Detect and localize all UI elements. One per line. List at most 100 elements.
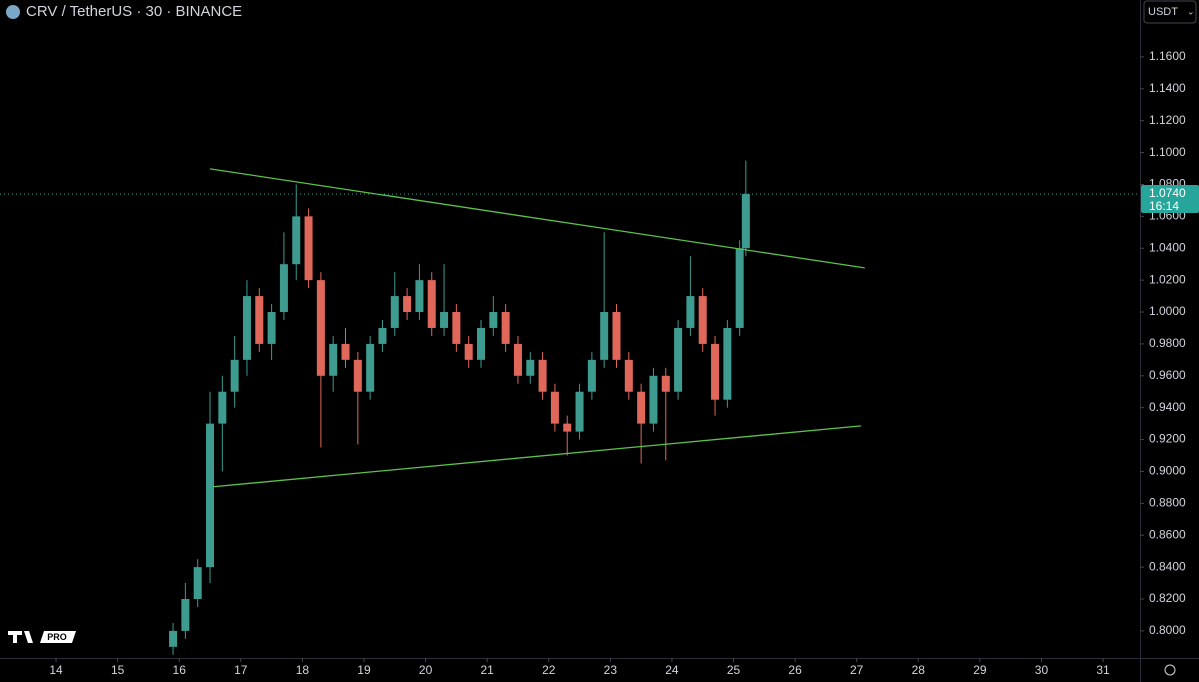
y-tick-label: 1.0000 <box>1149 304 1186 318</box>
candle-body <box>169 630 178 647</box>
x-tick-label: 31 <box>1096 663 1110 677</box>
candle-body <box>741 194 750 249</box>
candle-body <box>538 359 547 392</box>
x-tick-label: 24 <box>665 663 679 677</box>
x-tick-label: 27 <box>850 663 864 677</box>
x-tick-label: 15 <box>111 663 125 677</box>
candle-body <box>427 280 436 328</box>
x-tick-label: 29 <box>973 663 987 677</box>
candle-body <box>674 327 683 392</box>
candle-body <box>501 312 510 344</box>
y-tick-label: 0.9400 <box>1149 400 1186 414</box>
logo-shape <box>24 631 33 643</box>
currency-caret[interactable]: ⌄ <box>1187 6 1195 16</box>
candle-body <box>563 423 572 432</box>
candle-body <box>181 599 190 631</box>
candle-body <box>304 216 313 281</box>
candle-body <box>440 312 449 328</box>
candle-body <box>661 375 670 392</box>
candle-body <box>366 343 375 392</box>
candle-body <box>353 359 362 392</box>
candle-body <box>292 216 301 265</box>
candle-body <box>452 312 461 344</box>
candle-body <box>698 296 707 344</box>
candle-body <box>600 312 609 360</box>
candle-body <box>711 343 720 400</box>
candle-body <box>329 343 338 376</box>
x-tick-label: 19 <box>357 663 371 677</box>
symbol-icon <box>6 5 20 19</box>
candle-body <box>513 343 522 376</box>
candle-body <box>390 296 399 328</box>
candle-body <box>526 359 535 376</box>
x-tick-label: 22 <box>542 663 556 677</box>
candle-body <box>316 280 325 376</box>
candle-body <box>415 280 424 313</box>
last-price-label: 1.0740 <box>1149 186 1186 200</box>
logo-badge <box>40 631 76 643</box>
y-tick-label: 0.9000 <box>1149 464 1186 478</box>
y-tick-label: 1.1200 <box>1149 113 1186 127</box>
candle-body <box>378 327 387 344</box>
candle-body <box>218 391 227 424</box>
logo-text: PRO <box>47 632 67 642</box>
candle-body <box>206 423 215 568</box>
y-tick-label: 1.0400 <box>1149 240 1186 254</box>
candle-body <box>735 248 744 328</box>
candle-body <box>477 327 486 360</box>
y-tick-label: 0.8800 <box>1149 496 1186 510</box>
y-tick-label: 1.1000 <box>1149 145 1186 159</box>
x-tick-label: 28 <box>912 663 926 677</box>
candle-body <box>230 359 239 392</box>
x-tick-label: 21 <box>480 663 494 677</box>
candle-body <box>637 391 646 424</box>
currency-label[interactable]: USDT <box>1148 6 1178 18</box>
candle-body <box>612 312 621 360</box>
currency-button[interactable] <box>1143 0 1197 24</box>
x-tick-label: 20 <box>419 663 433 677</box>
y-tick-label: 0.8200 <box>1149 591 1186 605</box>
last-price-box <box>1141 185 1199 214</box>
candle-body <box>242 296 251 360</box>
candle-body <box>550 391 559 424</box>
candle-body <box>575 391 584 432</box>
y-tick-label: 0.9800 <box>1149 336 1186 350</box>
settings-icon[interactable] <box>1164 664 1176 676</box>
plot-area <box>169 160 865 655</box>
logo-shape <box>13 631 17 643</box>
y-tick-label: 0.8600 <box>1149 527 1186 541</box>
candle-body <box>255 296 264 344</box>
y-tick-label: 0.8000 <box>1149 623 1186 637</box>
symbol-title: CRV / TetherUS · 30 · BINANCE <box>26 3 242 20</box>
y-tick-label: 0.9600 <box>1149 368 1186 382</box>
candle-body <box>723 327 732 400</box>
x-tick-label: 26 <box>788 663 802 677</box>
candle-body <box>489 312 498 328</box>
countdown-label: 16:14 <box>1149 199 1179 213</box>
x-tick-label: 17 <box>234 663 248 677</box>
x-tick-label: 25 <box>727 663 741 677</box>
y-tick-label: 1.1400 <box>1149 81 1186 95</box>
candle-body <box>587 359 596 392</box>
candle-body <box>267 312 276 344</box>
x-tick-label: 14 <box>49 663 63 677</box>
x-tick-label: 16 <box>173 663 187 677</box>
candle-body <box>403 296 412 313</box>
trend-line <box>209 168 865 269</box>
candle-body <box>193 567 202 600</box>
candle-body <box>686 296 695 328</box>
trend-line <box>213 425 862 488</box>
x-tick-label: 18 <box>296 663 310 677</box>
candle-body <box>341 343 350 360</box>
candle-body <box>624 359 633 392</box>
y-tick-label: 1.1600 <box>1149 49 1186 63</box>
x-tick-label: 23 <box>604 663 618 677</box>
tv-logo: PRO <box>8 631 76 643</box>
y-tick-label: 0.8400 <box>1149 559 1186 573</box>
candle-body <box>649 375 658 424</box>
y-tick-label: 1.0200 <box>1149 272 1186 286</box>
candle-body <box>464 343 473 360</box>
